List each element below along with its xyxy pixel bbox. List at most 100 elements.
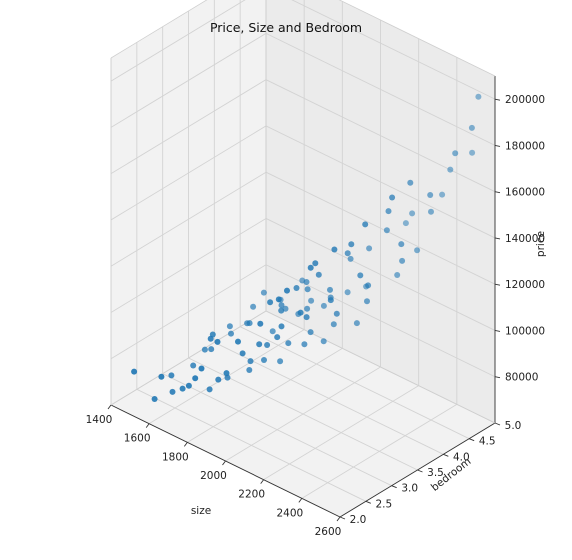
data-point bbox=[185, 382, 192, 389]
data-point bbox=[303, 314, 310, 321]
z-tick-mark bbox=[494, 191, 501, 194]
data-point bbox=[385, 208, 392, 215]
grid-line-z bbox=[110, 171, 267, 267]
data-point bbox=[365, 282, 372, 289]
data-point bbox=[468, 124, 475, 131]
data-point bbox=[214, 338, 221, 345]
grid-line-y bbox=[136, 388, 367, 502]
z-tick-mark bbox=[494, 376, 501, 379]
grid-line-z bbox=[265, 79, 496, 193]
z-tick-label: 120000 bbox=[505, 279, 545, 291]
data-point bbox=[452, 150, 459, 157]
x-tick-mark bbox=[298, 498, 303, 503]
z-tick-mark bbox=[494, 144, 501, 147]
z-axis-label: price bbox=[535, 231, 547, 257]
data-point bbox=[190, 362, 197, 369]
data-point bbox=[256, 341, 263, 348]
data-point bbox=[278, 323, 285, 330]
data-point bbox=[394, 272, 401, 278]
grid-line-z bbox=[110, 33, 267, 128]
z-tick-mark bbox=[494, 283, 501, 286]
x-tick-mark bbox=[260, 479, 265, 484]
data-point bbox=[179, 385, 186, 392]
grid-line-z bbox=[110, 218, 267, 313]
data-point bbox=[201, 346, 208, 353]
data-point bbox=[206, 386, 213, 393]
data-point bbox=[207, 335, 214, 342]
data-point bbox=[247, 358, 254, 365]
grid-line-y bbox=[162, 373, 392, 487]
y-tick-label: 2.5 bbox=[375, 498, 392, 510]
pane-edge bbox=[265, 310, 496, 424]
data-point bbox=[284, 287, 290, 294]
data-point bbox=[389, 194, 396, 201]
data-point bbox=[427, 192, 434, 198]
y-tick-label: 2.0 bbox=[350, 514, 367, 526]
data-point bbox=[312, 260, 319, 267]
data-point bbox=[447, 166, 454, 173]
data-point bbox=[409, 210, 416, 217]
data-point bbox=[398, 241, 405, 248]
tick-labels: 1400 1600 1800 2000 2200 2400 2600 2.0 2.5 3.0 3.5… bbox=[86, 94, 545, 538]
data-point bbox=[267, 299, 274, 306]
data-point bbox=[364, 298, 370, 305]
data-point bbox=[257, 320, 264, 327]
x-tick-mark bbox=[183, 442, 188, 447]
x-tick-label: 2600 bbox=[315, 526, 342, 538]
y-tick-label: 4.0 bbox=[453, 451, 470, 463]
x-tick-label: 2200 bbox=[238, 489, 265, 501]
data-point bbox=[347, 255, 354, 262]
data-point bbox=[275, 296, 282, 303]
z-tick-mark bbox=[494, 237, 501, 240]
y-tick-mark bbox=[391, 485, 397, 489]
x-tick-mark bbox=[145, 423, 150, 428]
y-tick-mark bbox=[468, 438, 475, 442]
z-tick-label: 160000 bbox=[505, 187, 545, 199]
data-point bbox=[303, 279, 310, 285]
x-axis-label: size bbox=[191, 505, 211, 517]
pane-edge bbox=[110, 0, 208, 59]
data-point bbox=[226, 323, 233, 330]
data-point bbox=[348, 241, 355, 248]
pane-edge bbox=[338, 0, 496, 77]
data-point bbox=[239, 350, 246, 357]
data-point bbox=[327, 297, 334, 304]
y-tick-mark bbox=[365, 500, 372, 504]
z-tick-mark bbox=[494, 98, 501, 101]
grid-line-z bbox=[291, 0, 496, 100]
data-point bbox=[269, 328, 276, 335]
data-point bbox=[307, 264, 314, 271]
data-point bbox=[315, 271, 322, 278]
data-point bbox=[428, 208, 434, 215]
grid-line-z bbox=[110, 0, 246, 82]
data-point bbox=[475, 93, 482, 100]
data-point bbox=[277, 358, 284, 365]
data-point bbox=[264, 342, 271, 348]
data-point bbox=[353, 320, 360, 327]
data-point bbox=[331, 246, 338, 253]
y-tick-mark bbox=[494, 422, 501, 426]
data-point bbox=[235, 338, 241, 345]
data-point bbox=[250, 303, 257, 310]
data-point bbox=[307, 329, 314, 336]
data-point bbox=[308, 297, 315, 304]
data-point bbox=[402, 220, 409, 227]
data-point bbox=[407, 179, 414, 186]
z-tick-label: 180000 bbox=[505, 140, 545, 152]
grid-line-z bbox=[265, 218, 496, 331]
data-point bbox=[320, 338, 327, 345]
chart-title: Price, Size and Bedroom bbox=[210, 20, 362, 35]
x-tick-mark bbox=[107, 404, 112, 410]
data-point bbox=[261, 357, 267, 363]
y-tick-label: 3.5 bbox=[427, 467, 444, 479]
data-point bbox=[357, 272, 364, 279]
data-point bbox=[278, 307, 285, 314]
z-tick-label: 200000 bbox=[505, 94, 545, 106]
x-tick-label: 2400 bbox=[276, 507, 303, 519]
data-point bbox=[320, 302, 327, 309]
data-point bbox=[414, 247, 421, 254]
z-tick-label: 80000 bbox=[505, 372, 538, 384]
grid-line-y bbox=[239, 326, 470, 440]
grid-line-z bbox=[110, 125, 267, 221]
data-point bbox=[383, 227, 390, 234]
